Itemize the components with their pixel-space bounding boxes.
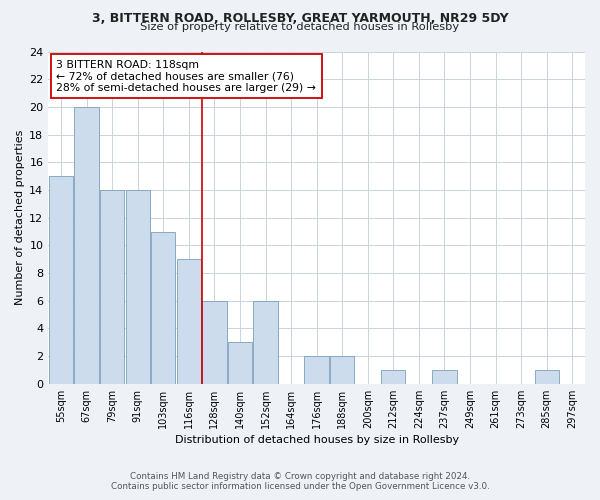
Bar: [74, 107, 99, 384]
Bar: [202, 300, 227, 384]
Bar: [381, 370, 406, 384]
Bar: [100, 190, 124, 384]
Bar: [304, 356, 329, 384]
Y-axis label: Number of detached properties: Number of detached properties: [15, 130, 25, 306]
Bar: [125, 190, 150, 384]
Bar: [177, 259, 201, 384]
Text: 3 BITTERN ROAD: 118sqm
← 72% of detached houses are smaller (76)
28% of semi-det: 3 BITTERN ROAD: 118sqm ← 72% of detached…: [56, 60, 316, 93]
Bar: [228, 342, 252, 384]
X-axis label: Distribution of detached houses by size in Rollesby: Distribution of detached houses by size …: [175, 435, 459, 445]
Bar: [330, 356, 355, 384]
Bar: [535, 370, 559, 384]
Bar: [253, 300, 278, 384]
Bar: [432, 370, 457, 384]
Bar: [151, 232, 175, 384]
Text: 3, BITTERN ROAD, ROLLESBY, GREAT YARMOUTH, NR29 5DY: 3, BITTERN ROAD, ROLLESBY, GREAT YARMOUT…: [92, 12, 508, 26]
Text: Size of property relative to detached houses in Rollesby: Size of property relative to detached ho…: [140, 22, 460, 32]
Text: Contains HM Land Registry data © Crown copyright and database right 2024.
Contai: Contains HM Land Registry data © Crown c…: [110, 472, 490, 491]
Bar: [49, 176, 73, 384]
